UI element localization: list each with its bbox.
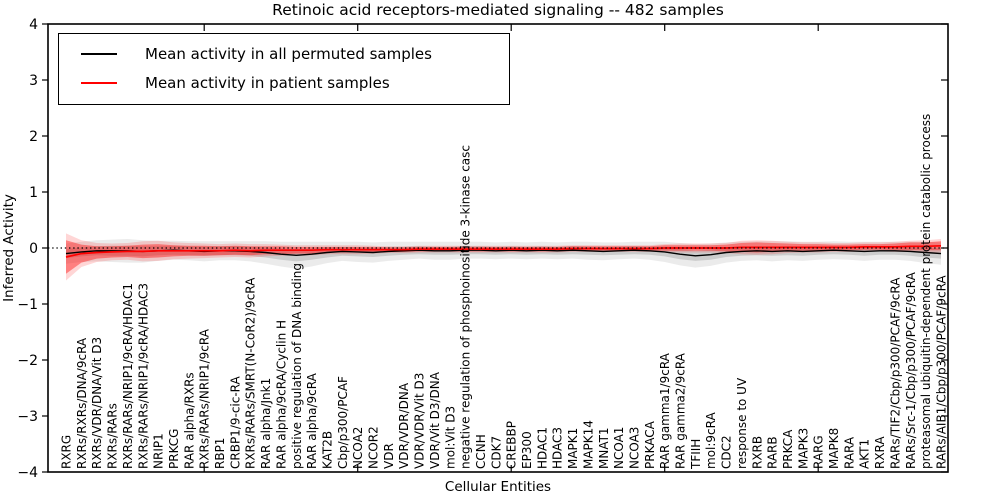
y-tick-label: −3 [17, 409, 38, 425]
x-category-label: RAR alpha/9cRA [305, 372, 319, 469]
x-category-label: VDR/Vit D3/DNA [428, 371, 442, 469]
x-category-label: PRKACA [643, 420, 657, 469]
x-category-label: TFIIH [689, 439, 703, 470]
legend-item-permuted: Mean activity in all permuted samples [71, 39, 509, 68]
legend-item-patient: Mean activity in patient samples [71, 68, 509, 97]
patient-mean-line [65, 244, 942, 258]
legend-label-permuted: Mean activity in all permuted samples [145, 44, 432, 63]
x-category-label: RXRB [750, 436, 764, 469]
y-tick-label: −1 [17, 297, 38, 313]
x-category-label: RAR gamma2/9cRA [674, 352, 688, 469]
x-category-label: RAR gamma1/9cRA [658, 352, 672, 469]
x-category-label: HDAC1 [535, 427, 549, 469]
y-tick-label: 2 [29, 129, 38, 145]
y-tick-label: 0 [29, 241, 38, 257]
x-category-label: NCOA3 [628, 427, 642, 469]
legend-line-permuted-swatch [81, 52, 117, 55]
x-category-label: positive regulation of DNA binding [290, 263, 304, 469]
x-category-label: VDR [382, 443, 396, 469]
x-category-label: CDC2 [720, 435, 734, 469]
x-category-label: response to UV [735, 377, 749, 469]
y-tick-label: 3 [29, 73, 38, 89]
chart-title: Retinoic acid receptors-mediated signali… [272, 1, 724, 19]
x-category-label: MAPK1 [566, 428, 580, 469]
x-category-label: CREBBP [505, 421, 519, 469]
x-category-label: RXRA [873, 436, 887, 469]
y-tick-label: −2 [17, 353, 38, 369]
x-category-label: RARA [842, 436, 856, 469]
x-category-label: VDR/VDR/DNA [397, 382, 411, 469]
x-category-label: RXRs/RARs/NRIP1/9cRA/HDAC1 [121, 283, 135, 469]
x-category-label: mol:9cRA [704, 412, 718, 469]
band-outer [66, 233, 941, 281]
x-category-label: mol:Vit D3 [443, 406, 457, 469]
x-category-label: RXRs/RARs/SMRT(N-CoR2)/9cRA [244, 277, 258, 469]
x-category-label: RAR alpha/9cRA/Cyclin H [274, 320, 288, 469]
y-axis-label: Inferred Activity [1, 194, 17, 302]
x-category-label: MAPK3 [796, 428, 810, 469]
x-category-label: AKT1 [858, 439, 872, 469]
x-category-label: RBP1 [213, 438, 227, 469]
x-category-label: HDAC3 [551, 427, 565, 469]
y-tick-label: 1 [29, 185, 38, 201]
x-category-label: CCNH [474, 434, 488, 469]
x-category-label: NCOR2 [367, 426, 381, 469]
y-tick-label: −4 [17, 465, 38, 481]
x-category-label: MNAT1 [597, 427, 611, 469]
band-outer [66, 239, 941, 269]
x-category-label: RXRs/RARs/NRIP1/9cRA [198, 328, 212, 469]
x-category-label: NRIP1 [152, 433, 166, 469]
x-category-label: RARs/AIB1/Cbp/p300/PCAF/9cRA [935, 275, 949, 469]
x-category-label: NCOA2 [351, 427, 365, 469]
x-category-label: RXRs/RARs [106, 403, 120, 469]
x-category-label: CRBP1/9-cic-RA [228, 375, 242, 469]
x-category-label: MAPK8 [827, 428, 841, 469]
x-category-label: KAT2B [321, 431, 335, 469]
legend-line-patient-swatch [81, 81, 117, 84]
x-axis-label: Cellular Entities [444, 479, 552, 495]
x-category-label: MAPK14 [581, 420, 595, 469]
x-category-label: RARG [812, 435, 826, 469]
x-category-label: VDR/VDR/Vit D3 [413, 373, 427, 469]
y-tick-label: 4 [29, 17, 38, 33]
x-category-label: PRKCA [781, 429, 795, 469]
x-category-label: CDK7 [489, 436, 503, 469]
x-category-label: Cbp/p300/PCAF [336, 376, 350, 469]
x-category-label: EP300 [520, 431, 534, 469]
x-category-label: RARs/Src-1/Cbp/p300/PCAF/9cRA [904, 271, 918, 469]
x-category-label: RAR alpha/RXRs [182, 372, 196, 469]
x-category-label: RARB [766, 436, 780, 469]
x-category-label: RXRs/VDR/DNA/Vit D3 [90, 337, 104, 469]
legend-label-patient: Mean activity in patient samples [145, 73, 390, 92]
x-category-label: RAR alpha/Jnk1 [259, 378, 273, 469]
x-category-label: RXRs/RXRs/DNA/9cRA [75, 337, 89, 469]
x-category-label: negative regulation of phosphoinositide … [459, 145, 473, 469]
x-category-label: proteasomal ubiquitin-dependent protein … [919, 114, 933, 469]
x-category-label: PRKCG [167, 429, 181, 469]
x-category-label: RXRG [60, 435, 74, 469]
legend: Mean activity in all permuted samples Me… [58, 33, 510, 105]
x-category-label: RXRs/RARs/NRIP1/9cRA/HDAC3 [136, 283, 150, 469]
x-category-label: NCOA1 [612, 427, 626, 469]
x-category-label: RARs/TIF2/Cbp/p300/PCAF/9cRA [888, 277, 902, 469]
